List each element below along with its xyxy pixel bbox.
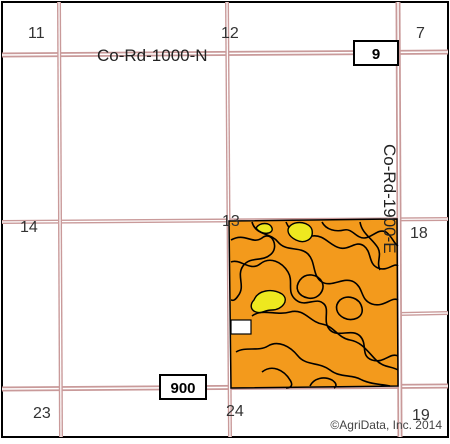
section-line-center [225, 1, 232, 438]
section-label-13: 13 [222, 213, 240, 230]
route-shield-900: 900 [159, 374, 207, 400]
inclusion-3 [250, 289, 286, 314]
field-parcel [228, 218, 399, 389]
section-label-14: 14 [20, 219, 38, 236]
inclusion-1 [255, 222, 273, 234]
section-label-24: 24 [226, 403, 244, 420]
section-label-11: 11 [28, 25, 45, 42]
section-label-18: 18 [410, 225, 428, 242]
section-line-left [57, 1, 63, 438]
section-label-19: 19 [412, 407, 430, 424]
section-label-23: 23 [33, 405, 51, 422]
route-shield-9: 9 [353, 40, 399, 66]
soil-inclusions [250, 221, 313, 314]
field-notch [230, 319, 252, 335]
soil-boundaries [230, 221, 399, 389]
road-label-1900e: Co-Rd-1900-E [380, 144, 399, 254]
route-shield-900-label: 900 [170, 380, 195, 397]
route-shield-9-label: 9 [372, 46, 380, 63]
section-label-7: 7 [416, 25, 425, 42]
road-label-1000n: Co-Rd-1000-N [97, 46, 208, 65]
section-label-12: 12 [221, 25, 239, 42]
section-labels: 11 12 7 14 13 18 23 24 19 [20, 25, 430, 424]
map-credit: ©AgriData, Inc. 2014 [330, 418, 442, 432]
field-boundary [228, 218, 399, 389]
section-line-right [397, 311, 449, 316]
inclusion-2 [287, 221, 313, 243]
road-1900e [395, 1, 403, 438]
